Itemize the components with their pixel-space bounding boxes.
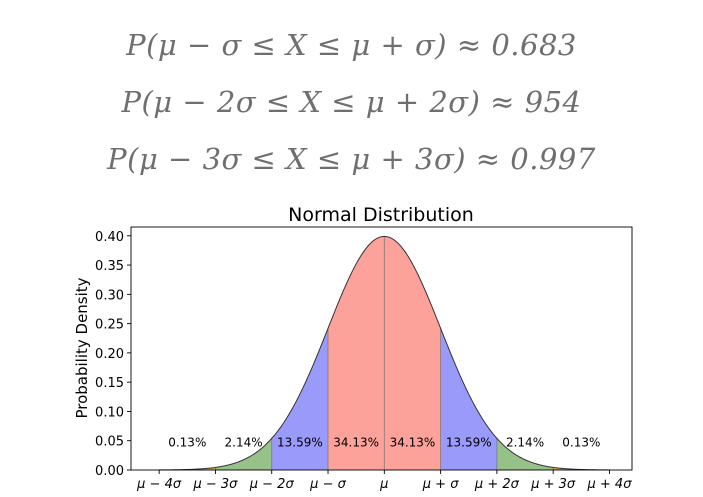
x-tick-label: μ − 4σ (136, 477, 182, 492)
region-1 (215, 438, 272, 470)
y-tick-label: 0.10 (95, 405, 124, 420)
x-tick-label: μ − 3σ (192, 477, 238, 492)
y-tick-label: 0.05 (95, 435, 124, 450)
region-7 (553, 467, 610, 470)
y-tick-label: 0.00 (95, 464, 124, 479)
x-tick-label: μ + σ (422, 477, 459, 492)
density-curve (159, 235, 610, 471)
y-tick-label: 0.40 (95, 230, 124, 245)
region-label-1: 2.14% (225, 435, 263, 449)
region-0 (159, 467, 216, 470)
region-label-5: 13.59% (446, 435, 492, 449)
x-tick-label: μ + 2σ (474, 477, 520, 492)
region-label-3: 34.13% (333, 435, 379, 449)
formula-two-sigma: P(μ − 2σ ≤ X ≤ μ + 2σ) ≈ 954 (121, 85, 582, 119)
region-label-4: 34.13% (390, 435, 436, 449)
region-label-7: 0.13% (562, 435, 600, 449)
region-label-6: 2.14% (506, 435, 544, 449)
y-tick-label: 0.35 (95, 259, 124, 274)
x-tick-label: μ (379, 477, 388, 492)
formula-one-sigma: P(μ − σ ≤ X ≤ μ + σ) ≈ 0.683 (126, 28, 577, 62)
y-tick-label: 0.25 (95, 318, 124, 333)
region-6 (496, 438, 554, 470)
y-tick-label: 0.20 (95, 347, 124, 362)
x-tick-label: μ − 2σ (249, 477, 295, 492)
y-tick-label: 0.15 (95, 376, 124, 391)
plot-frame (130, 226, 633, 471)
x-tick-label: μ − σ (309, 477, 346, 492)
region-label-2: 13.59% (277, 435, 323, 449)
x-tick-label: μ + 3σ (530, 477, 576, 492)
x-tick-label: μ + 4σ (587, 477, 633, 492)
formula-three-sigma: P(μ − 3σ ≤ X ≤ μ + 3σ) ≈ 0.997 (107, 142, 596, 176)
region-label-0: 0.13% (168, 435, 206, 449)
y-axis-label: Probability Density (73, 277, 91, 418)
y-tick-label: 0.30 (95, 288, 124, 303)
chart-title: Normal Distribution (288, 204, 474, 226)
